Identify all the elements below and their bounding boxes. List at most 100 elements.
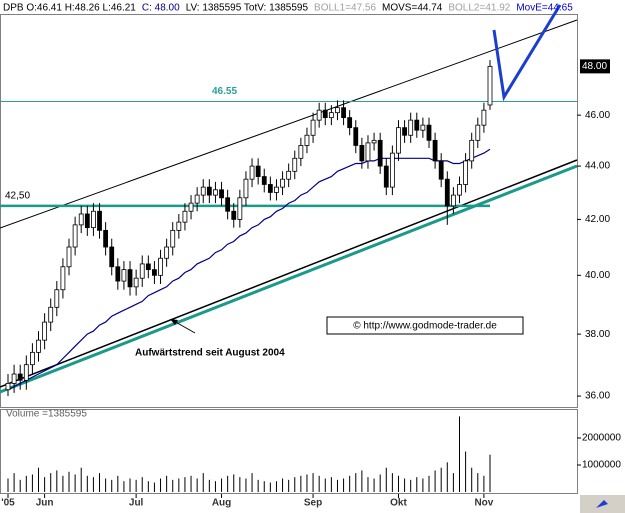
candle-body: [377, 139, 383, 167]
candle-body: [432, 139, 438, 162]
candle-body: [188, 202, 194, 212]
header-item: MovE=44.65: [516, 3, 573, 14]
candle-body: [322, 109, 328, 119]
candle-body: [164, 246, 170, 259]
candle-body: [54, 289, 60, 308]
candle-body: [365, 142, 371, 162]
candle-body: [158, 257, 163, 276]
candle-body: [450, 194, 456, 207]
upper-trendline: [0, 19, 578, 229]
y-tick-label: 42.00: [585, 214, 610, 225]
candle-body: [304, 134, 310, 146]
header-item: MOVS=44.74: [382, 3, 443, 14]
candle-body: [255, 165, 261, 177]
candle-body: [261, 176, 267, 185]
candle-body: [103, 229, 109, 248]
last-price-label: 48.00: [582, 61, 607, 72]
candle-body: [97, 210, 102, 231]
level-label: 46.55: [212, 86, 237, 97]
candle-body: [274, 186, 279, 193]
candle-body: [66, 246, 72, 268]
candle-body: [213, 189, 218, 196]
candle-body: [206, 186, 212, 196]
candle-body: [231, 210, 237, 220]
header-item: BOLL2=41.92: [448, 3, 510, 14]
last-price-box: [580, 59, 610, 74]
candle-body: [280, 178, 285, 188]
copyright-box: [326, 316, 524, 335]
candle-body: [5, 383, 11, 391]
candle-body: [383, 165, 389, 188]
candle-body: [200, 186, 206, 196]
candle-body: [194, 194, 200, 204]
candle-body: [267, 184, 273, 193]
moving-average: [7, 148, 491, 391]
candle-body: [426, 124, 432, 141]
candle-body: [243, 178, 249, 199]
x-tick-label: Sep: [304, 498, 322, 509]
y-tick-label: 36.00: [585, 391, 610, 402]
candle-body: [170, 229, 176, 248]
candle-body: [487, 65, 493, 106]
volume-tick-label: 1000000: [582, 460, 621, 471]
y-tick-label: 38.00: [585, 329, 610, 340]
x-tick-label: Nov: [474, 498, 493, 509]
candle-body: [127, 269, 133, 288]
candle-body: [286, 170, 292, 180]
candle-body: [72, 224, 78, 248]
header-item: C: 48.00: [142, 3, 180, 14]
candle-body: [36, 339, 41, 353]
candle-body: [237, 197, 243, 220]
candle-body: [17, 373, 23, 381]
candle-body: [475, 124, 481, 141]
y-tick-label: 44.00: [585, 161, 610, 172]
candle-body: [109, 246, 115, 268]
candle-body: [463, 160, 468, 185]
candle-body: [182, 210, 188, 223]
trend-annotation: Aufwärtstrend seit August 2004: [135, 348, 285, 359]
x-tick-label: Okt: [390, 498, 407, 509]
candle-body: [292, 157, 298, 172]
price-frame: [0, 14, 578, 408]
candle-body: [457, 184, 462, 196]
candle-body: [139, 263, 145, 279]
candle-body: [60, 266, 66, 291]
volume-frame: [0, 409, 578, 494]
candle-body: [402, 127, 407, 136]
candle-body: [341, 107, 346, 119]
candle-body: [438, 160, 444, 180]
candle-body: [115, 266, 121, 282]
candle-body: [420, 124, 426, 131]
candle-body: [359, 145, 365, 162]
candle-body: [84, 213, 90, 229]
x-tick-label: Aug: [212, 498, 231, 509]
candle-body: [78, 213, 84, 226]
pointer-head: [170, 319, 178, 325]
candle-body: [414, 119, 420, 131]
candle-body: [347, 117, 353, 129]
candle-body: [48, 306, 54, 323]
candle-body: [408, 119, 414, 136]
x-tick-label: Jun: [36, 498, 54, 509]
candle-body: [444, 178, 450, 207]
candle-body: [225, 197, 231, 212]
candle-body: [42, 321, 48, 341]
x-tick-label: Jul: [129, 498, 144, 509]
projection-arrow: [492, 4, 562, 102]
candle-body: [176, 221, 182, 231]
candle-body: [389, 152, 395, 188]
candle-body: [121, 269, 127, 282]
candle-body: [335, 107, 340, 114]
candle-body: [145, 263, 151, 271]
level-label: 42,50: [5, 190, 30, 201]
volume-label: Volume =1385595: [6, 409, 87, 420]
candle-body: [298, 145, 304, 159]
candle-body: [30, 351, 35, 366]
y-tick-label: 40.00: [585, 270, 610, 281]
candle-body: [11, 373, 17, 384]
header-item: BOLL1=47.56: [314, 3, 376, 14]
corner-icon: [596, 500, 608, 508]
candle-body: [316, 109, 322, 121]
